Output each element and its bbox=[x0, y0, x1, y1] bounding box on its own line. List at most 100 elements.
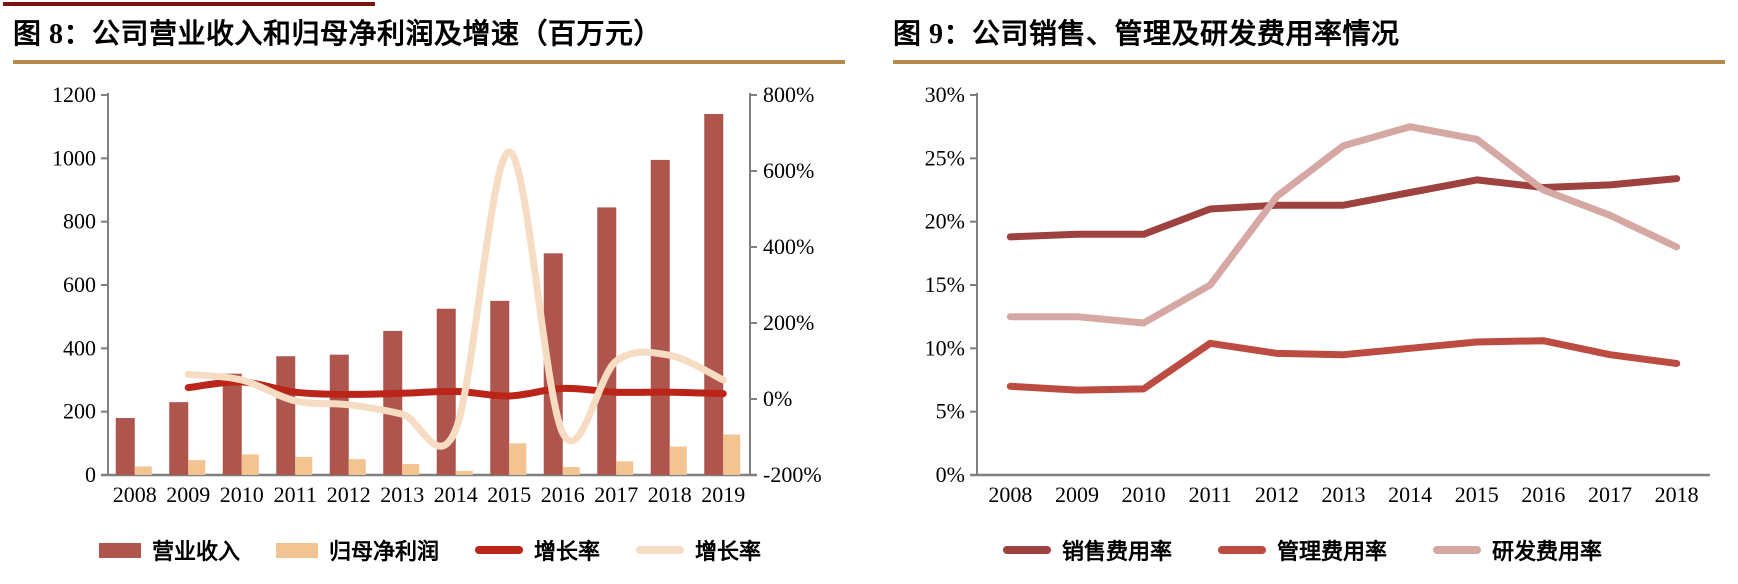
legend-label: 增长率 bbox=[695, 539, 762, 564]
legend-line-swatch bbox=[1433, 546, 1481, 554]
line-管理费用率 bbox=[1006, 337, 1681, 394]
legend-label: 销售费用率 bbox=[1061, 539, 1172, 564]
bar-归母净利润 bbox=[188, 460, 206, 475]
bar-营业收入 bbox=[597, 207, 617, 475]
bar-归母净利润 bbox=[562, 467, 580, 475]
x-axis-year-label: 2017 bbox=[594, 482, 638, 507]
line-增长率 bbox=[184, 378, 727, 400]
bar-营业收入 bbox=[329, 354, 349, 475]
secondary-y-axis-tick-label: 800% bbox=[763, 82, 814, 107]
bar-营业收入 bbox=[490, 300, 510, 475]
figure-8-title-divider bbox=[13, 60, 845, 64]
legend-line-swatch bbox=[1002, 546, 1051, 554]
bar-营业收入 bbox=[383, 330, 403, 475]
bar-归母净利润 bbox=[402, 463, 420, 475]
bar-归母净利润 bbox=[669, 446, 687, 475]
y-axis-tick-label: 400 bbox=[63, 335, 96, 360]
legend-line-swatch bbox=[636, 546, 685, 554]
bar-归母净利润 bbox=[348, 459, 366, 475]
legend-item-增长率: 增长率 bbox=[475, 534, 600, 566]
y-axis-tick-label: 0% bbox=[936, 462, 965, 487]
x-axis-year-label: 2012 bbox=[327, 482, 371, 507]
x-axis-year-label: 2008 bbox=[988, 482, 1032, 507]
line-销售费用率 bbox=[1006, 175, 1681, 241]
x-axis-year-label: 2009 bbox=[1055, 482, 1099, 507]
x-axis-year-label: 2015 bbox=[487, 482, 531, 507]
y-axis-tick-label: 10% bbox=[925, 335, 965, 360]
x-axis-year-label: 2016 bbox=[541, 482, 585, 507]
bar-营业收入 bbox=[276, 356, 296, 475]
bar-归母净利润 bbox=[723, 434, 741, 475]
x-axis-year-label: 2011 bbox=[274, 482, 317, 507]
legend-line-swatch bbox=[1217, 546, 1266, 554]
bar-归母净利润 bbox=[134, 466, 152, 475]
x-axis-year-label: 2008 bbox=[113, 482, 157, 507]
legend-line-swatch bbox=[475, 546, 523, 554]
legend-bar-swatch bbox=[98, 542, 141, 558]
y-axis-tick-label: 15% bbox=[925, 272, 965, 297]
figure-9-title: 图 9：公司销售、管理及研发费用率情况 bbox=[893, 19, 1400, 50]
bar-营业收入 bbox=[704, 114, 724, 475]
y-axis-tick-label: 20% bbox=[925, 209, 965, 234]
legend-item-营业收入: 营业收入 bbox=[98, 534, 240, 566]
x-axis-year-label: 2014 bbox=[434, 482, 478, 507]
x-axis-year-label: 2013 bbox=[380, 482, 424, 507]
figure-8-title: 图 8：公司营业收入和归母净利润及增速（百万元） bbox=[13, 19, 663, 50]
x-axis-year-label: 2015 bbox=[1455, 482, 1499, 507]
secondary-y-axis-tick-label: 600% bbox=[763, 158, 814, 183]
bar-归母净利润 bbox=[509, 443, 527, 475]
line-增长率 bbox=[184, 148, 727, 450]
legend-item-研发费用率: 研发费用率 bbox=[1433, 534, 1602, 566]
x-axis-year-label: 2009 bbox=[166, 482, 210, 507]
y-axis-tick-label: 600 bbox=[63, 272, 96, 297]
secondary-y-axis-tick-label: 200% bbox=[763, 310, 814, 335]
y-axis-tick-label: 1000 bbox=[52, 145, 96, 170]
figure-8-top-border bbox=[3, 2, 375, 6]
legend-item-销售费用率: 销售费用率 bbox=[1002, 534, 1172, 566]
x-axis-year-label: 2018 bbox=[648, 482, 692, 507]
y-axis-tick-label: 200 bbox=[63, 399, 96, 424]
legend-bar-swatch bbox=[275, 542, 318, 558]
figure-8-legend: 营业收入 归母净利润 增长率 增长率 bbox=[0, 534, 860, 566]
figure-9-legend: 销售费用率 管理费用率 研发费用率 bbox=[880, 534, 1725, 566]
legend-label: 营业收入 bbox=[151, 539, 240, 564]
y-axis-tick-label: 1200 bbox=[52, 82, 96, 107]
legend-item-管理费用率: 管理费用率 bbox=[1217, 534, 1387, 566]
x-axis-year-label: 2014 bbox=[1388, 482, 1432, 507]
y-axis-tick-label: 800 bbox=[63, 209, 96, 234]
figure-9-title-divider bbox=[893, 60, 1725, 64]
secondary-y-axis-tick-label: 400% bbox=[763, 234, 814, 259]
legend-item-增长率: 增长率 bbox=[636, 534, 761, 566]
bar-营业收入 bbox=[222, 373, 242, 475]
legend-label: 归母净利润 bbox=[328, 539, 439, 564]
legend-label: 增长率 bbox=[534, 539, 601, 564]
legend-item-归母净利润: 归母净利润 bbox=[275, 534, 439, 566]
legend-label: 管理费用率 bbox=[1276, 539, 1387, 564]
bar-归母净利润 bbox=[455, 470, 473, 475]
bar-归母净利润 bbox=[241, 454, 259, 475]
bar-营业收入 bbox=[115, 418, 135, 475]
x-axis-year-label: 2013 bbox=[1322, 482, 1366, 507]
x-axis-year-label: 2019 bbox=[701, 482, 745, 507]
x-axis-year-label: 2018 bbox=[1655, 482, 1699, 507]
y-axis-tick-label: 0 bbox=[85, 462, 96, 487]
line-研发费用率 bbox=[1006, 123, 1681, 327]
x-axis-year-label: 2016 bbox=[1521, 482, 1565, 507]
x-axis-year-label: 2017 bbox=[1588, 482, 1632, 507]
bar-营业收入 bbox=[650, 159, 670, 475]
secondary-y-axis-tick-label: 0% bbox=[763, 386, 792, 411]
y-axis-tick-label: 5% bbox=[936, 399, 965, 424]
secondary-y-axis-tick-label: -200% bbox=[763, 462, 822, 487]
x-axis-year-label: 2012 bbox=[1255, 482, 1299, 507]
y-axis-tick-label: 30% bbox=[925, 82, 965, 107]
bar-归母净利润 bbox=[616, 461, 634, 475]
bar-归母净利润 bbox=[295, 456, 313, 475]
x-axis-year-label: 2010 bbox=[220, 482, 264, 507]
x-axis-year-label: 2010 bbox=[1122, 482, 1166, 507]
y-axis-tick-label: 25% bbox=[925, 145, 965, 170]
bar-营业收入 bbox=[169, 402, 189, 475]
legend-label: 研发费用率 bbox=[1492, 539, 1603, 564]
x-axis-year-label: 2011 bbox=[1189, 482, 1232, 507]
